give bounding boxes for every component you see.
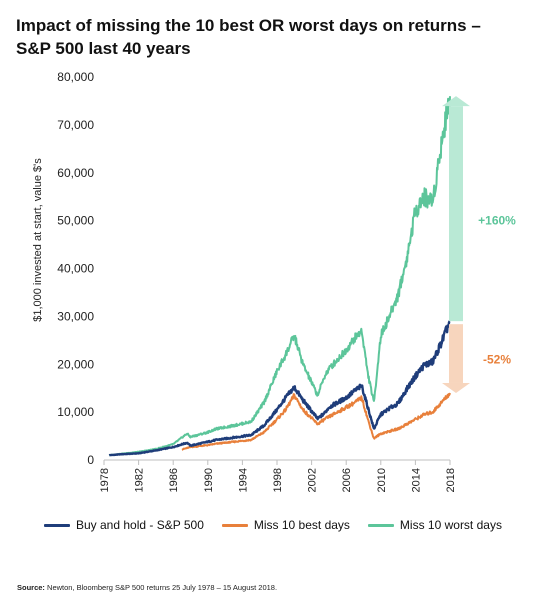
y-tick-label: 40,000 (57, 262, 94, 276)
x-tick-label: 1978 (99, 468, 111, 492)
x-tick-label: 2006 (341, 468, 353, 492)
series-line-miss-best-days (181, 392, 451, 451)
source-note: Source: Newton, Bloomberg S&P 500 return… (17, 583, 277, 592)
legend-item-miss-best: Miss 10 best days (221, 518, 350, 532)
y-tick-label: 70,000 (57, 118, 94, 132)
x-tick-label: 1990 (203, 468, 215, 492)
legend-swatch-miss-worst (367, 523, 394, 527)
legend-label-buy-and-hold: Buy and hold - S&P 500 (76, 518, 204, 532)
gain-arrow-shaft (449, 106, 463, 322)
y-tick-label: 0 (87, 453, 94, 467)
source-label: Source: (17, 583, 45, 592)
x-tick-label: 2018 (445, 468, 457, 492)
chart-title: Impact of missing the 10 best OR worst d… (16, 14, 526, 60)
y-tick-label: 60,000 (57, 166, 94, 180)
legend-swatch-miss-best (221, 523, 248, 527)
x-tick-label: 1982 (134, 468, 146, 492)
legend-label-miss-worst: Miss 10 worst days (399, 518, 502, 532)
loss-arrow-shaft (449, 324, 463, 383)
series-line-buy-and-hold (108, 320, 451, 457)
loss-arrow-head (442, 382, 470, 393)
legend: Buy and hold - S&P 500 Miss 10 best days… (44, 518, 520, 532)
x-tick-label: 2002 (307, 468, 319, 492)
annotation-gain-label: +160% (478, 214, 516, 228)
annotation-loss-label: -52% (483, 352, 511, 366)
y-tick-label: 20,000 (57, 357, 94, 371)
source-text: Newton, Bloomberg S&P 500 returns 25 Jul… (47, 583, 278, 592)
title-line-2: S&P 500 last 40 years (16, 39, 191, 58)
x-tick-label: 1986 (168, 468, 180, 492)
x-tick-label: 2014 (410, 468, 422, 492)
gain-arrow-head (442, 96, 470, 107)
y-tick-label: 50,000 (57, 214, 94, 228)
title-line-1: Impact of missing the 10 best OR worst d… (16, 16, 481, 35)
y-tick-label: 80,000 (57, 70, 94, 84)
legend-label-miss-best: Miss 10 best days (253, 518, 350, 532)
legend-item-buy-and-hold: Buy and hold - S&P 500 (44, 518, 204, 532)
series-line-miss-worst-days (108, 96, 451, 457)
x-tick-label: 1998 (272, 468, 284, 492)
x-tick-label: 2010 (376, 468, 388, 492)
y-tick-label: 10,000 (57, 405, 94, 419)
legend-item-miss-worst: Miss 10 worst days (367, 518, 502, 532)
x-tick-label: 1994 (237, 468, 249, 492)
legend-swatch-buy-and-hold (44, 523, 70, 527)
y-tick-label: 30,000 (57, 309, 94, 323)
